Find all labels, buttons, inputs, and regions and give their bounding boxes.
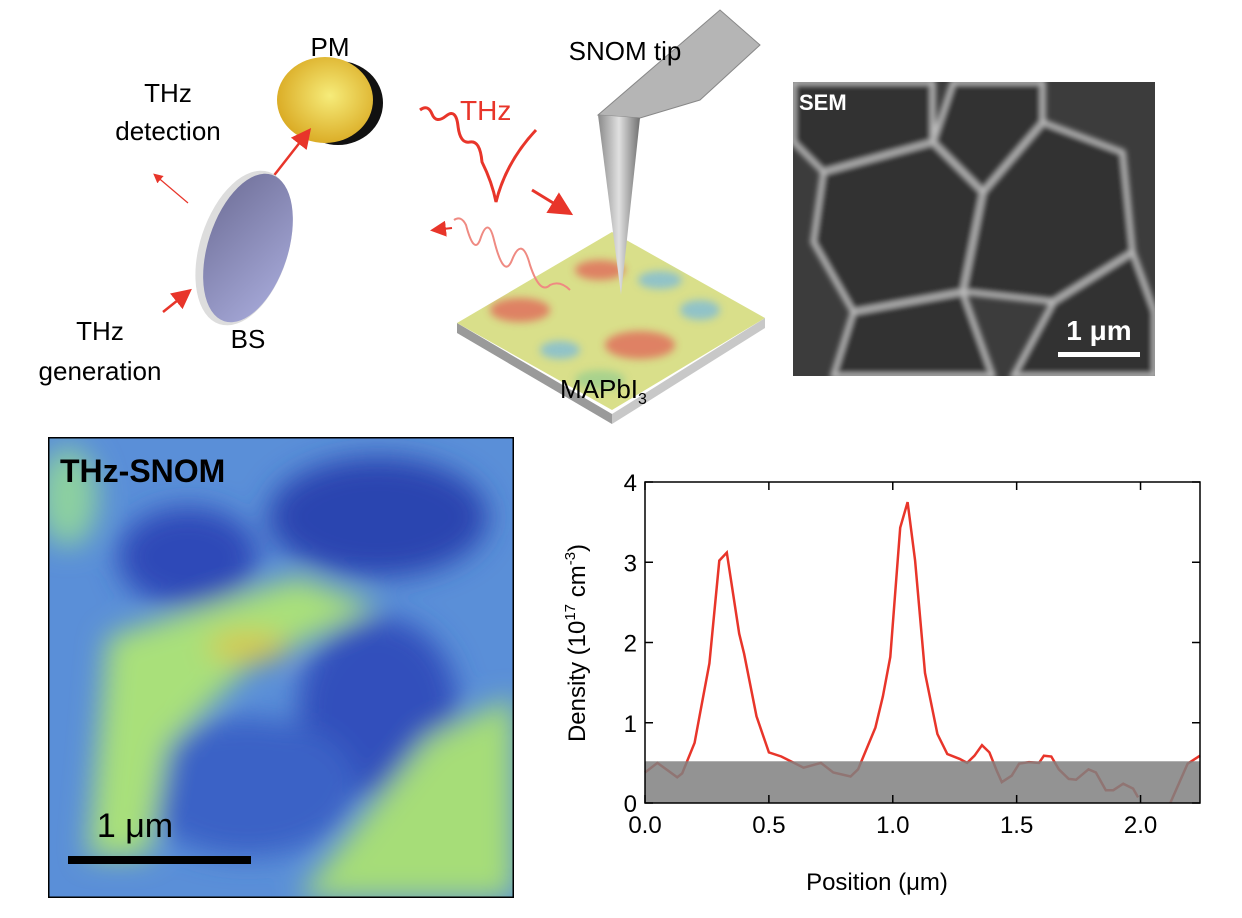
- pm-mirror-icon: [277, 57, 373, 143]
- snom-tip-icon: [598, 115, 640, 295]
- density-chart: 0.0 0.5 1.0 1.5 2.0 0 1 2 3 4 Position (μm) Densi…: [562, 470, 1201, 896]
- sample-edge-right: [612, 318, 765, 424]
- bs-pm-arrow-icon: [254, 128, 312, 196]
- y-tick-label: 1: [624, 711, 637, 738]
- thz-label: THz: [460, 95, 511, 126]
- thz-generation-label-2: generation: [39, 356, 162, 386]
- scattered-thz-wave-icon: [453, 217, 571, 291]
- sample-label: MAPbI3: [560, 374, 647, 408]
- thz-detection-label-2: detection: [115, 116, 221, 146]
- scattered-arrow-icon: [430, 220, 453, 237]
- sem-label: SEM: [799, 90, 847, 115]
- generation-arrow-icon: [162, 288, 192, 313]
- bs-label: BS: [231, 324, 266, 354]
- sem-scale-bar: [1058, 352, 1140, 357]
- x-tick-label: 2.0: [1124, 812, 1157, 839]
- sem-image: SEM 1 μm: [793, 82, 1155, 376]
- y-tick-label: 0: [624, 791, 637, 818]
- sem-scale-bar-label: 1 μm: [1066, 315, 1131, 346]
- density-line-segment-0: [644, 501, 1140, 799]
- pm-label: PM: [311, 32, 350, 62]
- beam-splitter-icon: [203, 173, 293, 323]
- x-tick-label: 1.5: [1000, 812, 1033, 839]
- x-tick-label: 1.0: [876, 812, 909, 839]
- thz-snom-map: THz-SNOM 1 μm: [48, 437, 514, 898]
- sample-edge-left: [457, 323, 612, 424]
- thz-snom-schematic: PM THz detection BS THz generation MAPbI…: [39, 9, 765, 424]
- thz-snom-label: THz-SNOM: [60, 453, 225, 489]
- map-scale-bar-label: 1 μm: [97, 807, 173, 845]
- y-tick-label: 3: [624, 550, 637, 577]
- y-tick-label: 2: [624, 631, 637, 658]
- x-axis-label: Position (μm): [806, 869, 948, 896]
- noise-band: [645, 761, 1200, 803]
- detection-arrow-icon: [153, 173, 189, 204]
- map-scale-bar: [68, 856, 251, 864]
- y-tick-label: 4: [624, 470, 637, 497]
- x-tick-label: 0.5: [752, 812, 785, 839]
- thz-generation-label-1: THz: [76, 316, 124, 346]
- snom-tip-label: SNOM tip: [569, 36, 682, 66]
- incident-arrow-icon: [531, 188, 574, 216]
- y-axis-label: Density (1017 cm-3): [562, 544, 591, 742]
- x-tick-label: 0.0: [628, 812, 661, 839]
- incident-thz-wave-icon: [419, 106, 538, 203]
- thz-detection-label-1: THz: [144, 78, 192, 108]
